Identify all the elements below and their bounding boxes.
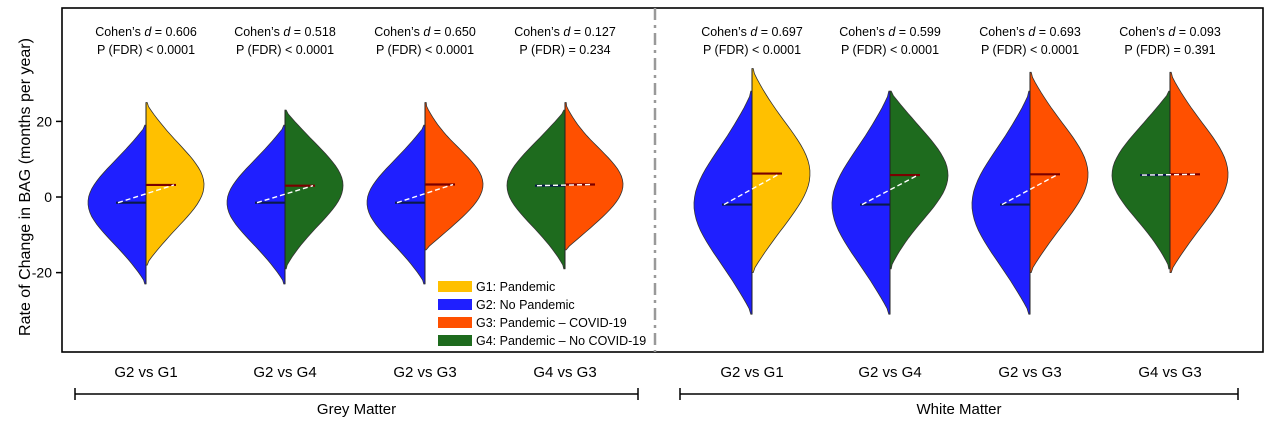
violin-half-right bbox=[284, 109, 344, 270]
x-category-label: G4 vs G3 bbox=[533, 364, 596, 381]
legend-item: G3: Pandemic – COVID-19 bbox=[438, 316, 627, 330]
mean-connector bbox=[861, 174, 919, 206]
violin-pair: Cohen’s d = 0.518 P (FDR) < 0.0001 G2 vs G… bbox=[226, 25, 344, 381]
cohens-d-label: Cohen’s d = 0.650 bbox=[374, 25, 476, 39]
cohens-d-label: Cohen’s d = 0.599 bbox=[839, 25, 941, 39]
p-value-label: P (FDR) = 0.234 bbox=[519, 43, 610, 57]
mean-connector bbox=[396, 183, 454, 204]
mean-connector bbox=[723, 172, 781, 206]
cohens-d-label: Cohen’s d = 0.127 bbox=[514, 25, 616, 39]
legend-swatch bbox=[438, 317, 472, 328]
violin-half-left bbox=[87, 124, 147, 285]
legend-label: G3: Pandemic – COVID-19 bbox=[476, 316, 627, 330]
y-tick-label: 0 bbox=[44, 189, 52, 205]
cohens-d-label: Cohen’s d = 0.693 bbox=[979, 25, 1081, 39]
legend-swatch bbox=[438, 335, 472, 346]
violin-pair: Cohen’s d = 0.127 P (FDR) = 0.234 G4 vs G3 bbox=[506, 25, 624, 381]
legend-label: G2: No Pandemic bbox=[476, 298, 575, 312]
x-category-label: G4 vs G3 bbox=[1138, 364, 1201, 381]
x-category-label: G2 vs G4 bbox=[858, 364, 921, 381]
group-label: White Matter bbox=[916, 401, 1001, 418]
p-value-label: P (FDR) < 0.0001 bbox=[841, 43, 939, 57]
violin-half-right bbox=[751, 68, 811, 274]
y-tick-label: -20 bbox=[32, 265, 52, 281]
mean-connector bbox=[536, 183, 594, 187]
violin-half-left bbox=[971, 90, 1031, 315]
group-bracket: Grey Matter bbox=[74, 388, 639, 418]
violin-half-left bbox=[226, 124, 286, 285]
violin-half-right bbox=[1029, 71, 1089, 274]
violin-half-right bbox=[145, 102, 205, 266]
mean-connector bbox=[1001, 173, 1059, 206]
cohens-d-label: Cohen’s d = 0.697 bbox=[701, 25, 803, 39]
violin-half-left bbox=[831, 90, 891, 315]
legend-item: G2: No Pandemic bbox=[438, 298, 575, 312]
y-tick-label: 20 bbox=[36, 113, 52, 129]
group-bracket: White Matter bbox=[679, 388, 1239, 418]
y-axis-label: Rate of Change in BAG (months per year) bbox=[17, 38, 34, 336]
violin-half-left bbox=[506, 109, 566, 270]
legend-item: G1: Pandemic bbox=[438, 280, 555, 294]
p-value-label: P (FDR) = 0.391 bbox=[1124, 43, 1215, 57]
group-label: Grey Matter bbox=[317, 401, 396, 418]
p-value-label: P (FDR) < 0.0001 bbox=[236, 43, 334, 57]
cohens-d-label: Cohen’s d = 0.093 bbox=[1119, 25, 1221, 39]
legend-item: G4: Pandemic – No COVID-19 bbox=[438, 334, 646, 348]
violin-half-right bbox=[424, 102, 484, 251]
x-category-label: G2 vs G1 bbox=[720, 364, 783, 381]
violin-pair: Cohen’s d = 0.693 P (FDR) < 0.0001 G2 vs G… bbox=[971, 25, 1089, 381]
violin-half-left bbox=[693, 90, 753, 315]
violin-half-left bbox=[1111, 90, 1171, 270]
x-category-label: G2 vs G1 bbox=[114, 364, 177, 381]
p-value-label: P (FDR) < 0.0001 bbox=[981, 43, 1079, 57]
x-category-label: G2 vs G3 bbox=[393, 364, 456, 381]
legend-label: G1: Pandemic bbox=[476, 280, 555, 294]
cohens-d-label: Cohen’s d = 0.518 bbox=[234, 25, 336, 39]
cohens-d-label: Cohen’s d = 0.606 bbox=[95, 25, 197, 39]
violin-pair: Cohen’s d = 0.093 P (FDR) = 0.391 G4 vs G3 bbox=[1111, 25, 1229, 381]
mean-connector bbox=[256, 185, 314, 204]
p-value-label: P (FDR) < 0.0001 bbox=[97, 43, 195, 57]
p-value-label: P (FDR) < 0.0001 bbox=[376, 43, 474, 57]
violin-pair: Cohen’s d = 0.606 P (FDR) < 0.0001 G2 vs G… bbox=[87, 25, 205, 381]
violin-pair: Cohen’s d = 0.697 P (FDR) < 0.0001 G2 vs G… bbox=[693, 25, 811, 381]
violin-half-right bbox=[889, 90, 949, 270]
p-value-label: P (FDR) < 0.0001 bbox=[703, 43, 801, 57]
legend-swatch bbox=[438, 281, 472, 292]
plot-frame bbox=[61, 7, 1264, 353]
violin-half-left bbox=[366, 124, 426, 285]
violin-half-right bbox=[564, 102, 624, 251]
x-category-label: G2 vs G3 bbox=[998, 364, 1061, 381]
legend-swatch bbox=[438, 299, 472, 310]
violin-pair: Cohen’s d = 0.650 P (FDR) < 0.0001 G2 vs G… bbox=[366, 25, 484, 381]
mean-connector bbox=[117, 184, 175, 204]
legend-label: G4: Pandemic – No COVID-19 bbox=[476, 334, 646, 348]
violin-half-right bbox=[1169, 71, 1229, 274]
violin-pair: Cohen’s d = 0.599 P (FDR) < 0.0001 G2 vs G… bbox=[831, 25, 949, 381]
mean-connector bbox=[1141, 173, 1199, 176]
x-category-label: G2 vs G4 bbox=[253, 364, 316, 381]
